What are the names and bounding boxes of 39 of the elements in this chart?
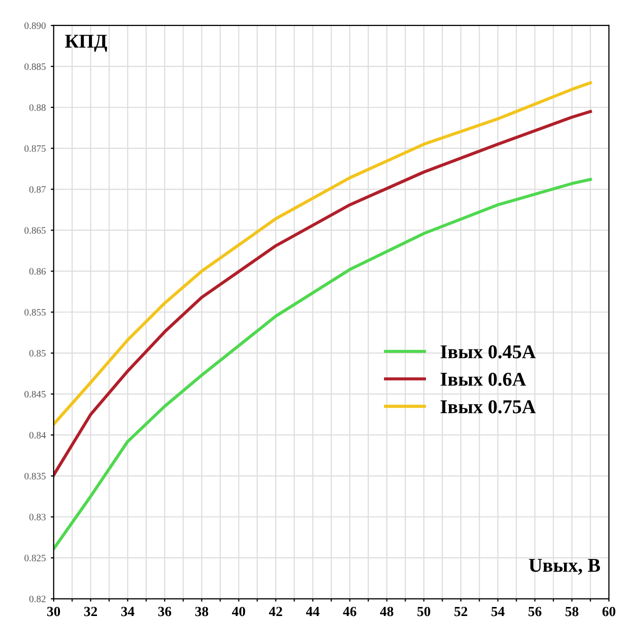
y-tick-label: 0.845	[24, 390, 46, 398]
y-tick-label: 0.82	[29, 596, 46, 602]
x-tick-label: 42	[268, 606, 282, 616]
x-tick-label: 52	[454, 606, 468, 616]
x-tick-label: 38	[195, 606, 208, 616]
x-tick-label: 36	[158, 606, 172, 616]
x-tick-label: 34	[121, 606, 134, 616]
y-tick-label: 0.835	[24, 472, 46, 480]
x-tick-label: 58	[566, 606, 578, 616]
y-tick-label: 0.84	[29, 432, 46, 438]
y-tick-label: 0.885	[24, 63, 46, 70]
line-series	[54, 110, 592, 477]
y-tick-label: 0.83	[29, 514, 46, 520]
y-tick-label: 0.875	[24, 145, 46, 152]
legend-label: Iвых 0.75A	[440, 400, 536, 414]
legend-label: Iвых 0.6A	[440, 372, 526, 386]
x-tick-label: 48	[380, 606, 394, 616]
y-tick-label: 0.825	[24, 554, 46, 562]
y-tick-label: 0.88	[29, 104, 46, 111]
line-series	[54, 178, 592, 550]
x-tick-label: 60	[602, 606, 616, 616]
y-tick-label: 0.855	[24, 309, 46, 316]
y-tick-label: 0.890	[24, 22, 46, 29]
x-tick-label: 32	[84, 606, 97, 616]
x-tick-label: 44	[306, 606, 320, 616]
x-tick-label: 56	[528, 606, 542, 616]
y-axis-title: КПД	[65, 34, 108, 52]
x-tick-label: 46	[343, 606, 356, 616]
x-tick-label: 40	[232, 606, 246, 616]
x-tick-label: 54	[491, 606, 505, 616]
y-tick-label: 0.87	[29, 186, 46, 193]
x-tick-label: 30	[47, 606, 60, 616]
x-axis-title: Uвых, В	[528, 558, 600, 575]
legend-label: Iвых 0.45A	[440, 345, 536, 358]
y-tick-label: 0.865	[24, 227, 46, 234]
line-series	[54, 81, 592, 426]
x-tick-label: 50	[417, 606, 430, 616]
y-tick-label: 0.86	[29, 268, 46, 275]
y-tick-label: 0.85	[29, 350, 46, 357]
